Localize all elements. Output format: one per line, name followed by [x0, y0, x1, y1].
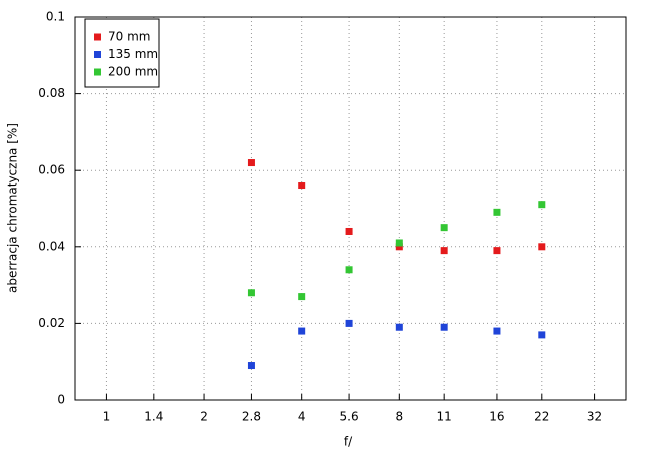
data-point — [247, 289, 255, 297]
data-point — [440, 247, 448, 255]
x-tick-label: 4 — [298, 410, 306, 424]
data-point — [440, 224, 448, 232]
legend-marker — [94, 68, 101, 76]
data-point — [538, 243, 546, 251]
y-tick-label: 0.02 — [38, 316, 65, 330]
data-point — [395, 239, 403, 247]
data-point — [298, 182, 306, 190]
legend-marker — [94, 33, 101, 41]
x-tick-label: 32 — [587, 410, 602, 424]
x-tick-label: 8 — [395, 410, 403, 424]
x-tick-label: 2.8 — [242, 410, 261, 424]
y-tick-label: 0 — [57, 393, 65, 407]
data-point — [345, 266, 353, 274]
data-point — [538, 201, 546, 209]
data-point — [298, 293, 306, 301]
data-point — [395, 323, 403, 331]
x-tick-label: 5.6 — [340, 410, 359, 424]
x-tick-label: 1.4 — [144, 410, 163, 424]
legend-label: 70 mm — [108, 30, 150, 44]
data-point — [395, 243, 403, 251]
data-point — [345, 227, 353, 235]
legend-label: 135 mm — [108, 47, 158, 61]
x-axis-label: f/ — [344, 435, 353, 449]
data-point — [298, 327, 306, 335]
y-tick-label: 0.1 — [46, 10, 65, 24]
y-tick-label: 0.08 — [38, 86, 65, 100]
plot-frame — [74, 16, 627, 401]
y-axis-label: aberracja chromatyczna [%] — [6, 123, 20, 293]
data-point — [493, 327, 501, 335]
x-tick-label: 22 — [534, 410, 549, 424]
x-tick-label: 16 — [489, 410, 504, 424]
legend-label: 200 mm — [108, 65, 158, 79]
x-tick-label: 1 — [103, 410, 111, 424]
data-point — [440, 323, 448, 331]
x-tick-label: 2 — [200, 410, 208, 424]
legend: 70 mm 135 mm 200 mm — [84, 18, 160, 88]
legend-marker — [94, 51, 101, 58]
y-tick-label: 0.06 — [38, 163, 65, 177]
y-tick-label: 0.04 — [38, 239, 65, 253]
data-point — [493, 208, 501, 216]
x-tick-label: 11 — [437, 410, 452, 424]
data-point — [538, 331, 546, 339]
data-point — [345, 319, 353, 327]
data-point — [247, 159, 255, 167]
data-point — [247, 362, 255, 370]
data-point — [493, 247, 501, 255]
